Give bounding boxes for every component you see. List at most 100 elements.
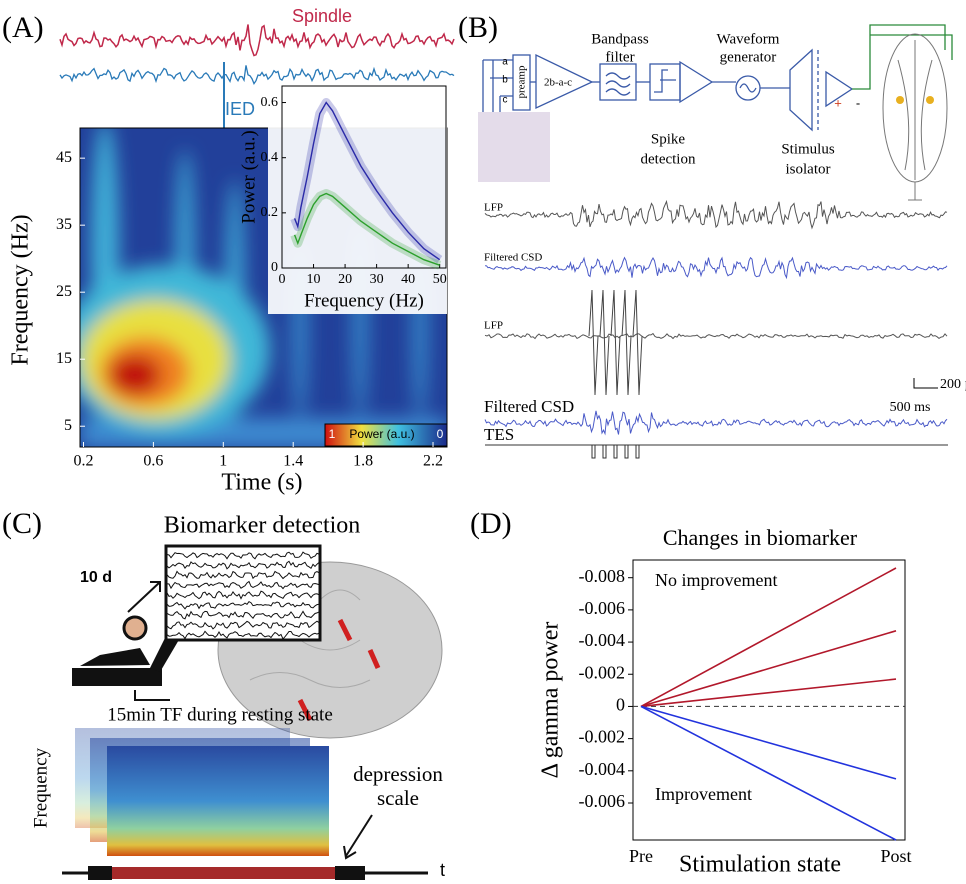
trace [484,199,948,230]
y-tick-label: -0.002 [579,727,626,747]
trace [484,332,948,340]
colorbar-label: Power (a.u.) [349,427,414,441]
scale-arrow [343,814,373,860]
colorbar [324,423,448,447]
scale-voltage: 200 µV [940,377,966,392]
axis [134,690,170,701]
x-tick-label: 0.6 [143,453,163,470]
colorbar-tick: 0 [437,427,444,441]
annotation: No improvement [655,570,777,590]
circuit-diagram [482,24,953,150]
series-line [640,567,897,708]
isolator-label: Stimulus [781,141,835,157]
x-tick-label: 0 [279,272,286,287]
y-tick-label: -0.004 [579,759,626,779]
y-tick-label: 5 [64,417,72,434]
body [80,648,150,666]
y-tick-label: 0 [616,695,625,715]
tes-pulse [624,445,629,459]
filter-icon [605,72,631,96]
duration: 10 d [80,569,112,586]
spike [599,289,610,396]
amplifier-label: 2b-a-c [544,77,572,89]
eeg-traces [167,551,319,639]
trace [167,580,319,590]
plot-frame [632,559,906,841]
trace [167,560,319,570]
panel-label: (A) [2,11,44,44]
spindle-label: Spindle [292,6,352,26]
trace-label: Filtered CSD [484,252,542,264]
series-line [293,101,441,261]
bandpass-box [599,63,637,101]
scale-label: depression [353,762,443,786]
polarity: - [856,95,860,110]
spike [632,289,643,396]
trace [167,600,319,610]
y-tick-label: -0.008 [579,566,626,586]
patient [72,615,180,701]
y-tick-label: 0.2 [261,205,279,220]
chair [72,668,162,686]
ground [908,182,922,201]
trace [167,630,319,639]
trace-label: LFP [484,320,503,332]
x-tick-label: Post [880,846,911,866]
bandpass-label: filter [605,49,634,65]
trace [167,590,319,600]
timeline-block [112,867,335,879]
y-tick-label: -0.002 [579,662,626,682]
stim-wires [852,24,953,90]
spike [621,289,632,396]
time-label: t [440,860,445,880]
spike-label: Spike [651,131,686,147]
panel-label: (C) [2,507,42,540]
colorbar-tick: 1 [329,427,336,441]
x-tick-label: 0.2 [73,453,93,470]
y-tick-label: 45 [56,149,72,166]
x-tick-label: 40 [401,272,415,287]
y-tick-label: -0.006 [579,598,626,618]
spike-label: detection [641,151,696,167]
series-line [640,678,897,708]
trace [167,610,319,620]
tes-pulse [602,445,607,459]
channel-label: b [502,75,508,86]
y-tick-label: 0.6 [261,95,279,110]
sine-icon [739,83,757,93]
x-tick-label: 50 [433,272,447,287]
spike-icon [654,69,676,93]
trace [167,570,319,580]
pointer-arrow [127,581,161,613]
trace [167,620,319,630]
preamp-label: preamp [516,65,528,98]
brain-electrodes [297,618,381,722]
electrode [926,96,934,104]
scale-bar [913,378,938,389]
tf-caption: 15min TF during resting state [107,704,333,725]
x-tick-label: 20 [338,272,352,287]
trace-label: TES [484,425,514,444]
tes-pulse [591,445,596,459]
trace-label: Filtered CSD [484,397,574,416]
panel-label: (D) [470,507,512,540]
eeg-box [164,544,322,642]
waveform-label: generator [720,49,777,65]
x-axis-label: Stimulation state [679,852,841,878]
channel-label: a [502,57,508,68]
x-tick-label: 2.2 [423,453,443,470]
trace [59,65,455,85]
trace [484,256,948,280]
x-tick-label: Pre [629,846,653,866]
y-tick-label: 0 [271,260,278,275]
x-tick-label: 1.4 [283,453,303,470]
y-tick-label: -0.006 [579,791,626,811]
head [122,615,148,641]
panel-label: (B) [458,11,498,44]
trace [167,551,319,560]
isolator-label: isolator [786,161,831,177]
waveform-label: Waveform [717,31,780,47]
inset-frame [281,85,447,269]
isolator [789,48,813,132]
inset-x-label: Frequency (Hz) [304,290,424,311]
